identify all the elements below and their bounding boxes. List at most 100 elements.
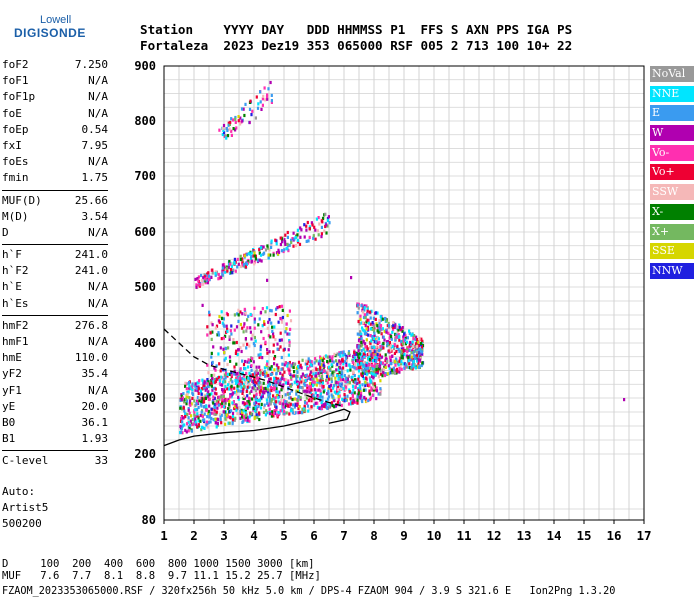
echo-point <box>379 379 382 383</box>
echo-point <box>234 381 238 385</box>
echo-point <box>277 411 280 415</box>
echo-point <box>291 374 294 378</box>
echo-point <box>315 217 318 221</box>
echo-point <box>260 246 263 250</box>
echo-point <box>246 342 249 346</box>
echo-point <box>405 363 408 367</box>
echo-point <box>200 404 203 408</box>
echo-point <box>269 377 272 381</box>
echo-point <box>370 363 373 368</box>
echo-point <box>263 387 266 391</box>
x-tick-label: 8 <box>370 528 378 543</box>
echo-point <box>358 380 361 384</box>
echo-point <box>192 392 195 396</box>
echo-point <box>258 365 261 369</box>
param-value: 25.66 <box>74 193 108 207</box>
echo-point <box>396 344 399 348</box>
echo-point <box>266 246 270 250</box>
echo-point <box>263 322 266 326</box>
param-row-hmf1: hmF1 N/A <box>2 335 108 351</box>
echo-point <box>306 387 309 391</box>
echo-point <box>261 356 264 360</box>
echo-point <box>391 344 394 349</box>
echo-point <box>327 389 330 393</box>
echo-point <box>212 345 215 349</box>
echo-point <box>280 394 283 398</box>
param-label: fmin <box>2 171 29 185</box>
echo-point <box>365 345 368 349</box>
echo-point <box>268 377 271 382</box>
echo-point <box>302 389 305 393</box>
echo-point <box>273 368 276 372</box>
echo-point <box>242 374 246 378</box>
echo-point <box>314 391 317 395</box>
echo-point <box>380 332 383 336</box>
y-tick-label: 700 <box>134 169 156 183</box>
echo-point <box>227 266 230 270</box>
param-row-md: M(D) 3.54 <box>2 210 108 226</box>
echo-point <box>274 396 277 400</box>
echo-point <box>304 362 307 366</box>
echo-point <box>226 329 229 333</box>
echo-point <box>217 400 220 404</box>
param-row-mufd: MUF(D) 25.66 <box>2 194 108 210</box>
echo-point <box>259 352 262 356</box>
param-label: M(D) <box>2 209 29 223</box>
param-label: foEp <box>2 122 29 136</box>
echo-point <box>318 359 321 363</box>
echo-point <box>284 330 287 334</box>
x-tick-label: 14 <box>546 528 561 543</box>
echo-point <box>259 345 262 349</box>
echo-point <box>231 271 234 275</box>
echo-point <box>373 353 376 358</box>
echo-point <box>229 120 232 125</box>
echo-point <box>350 400 353 404</box>
echo-point <box>308 235 311 239</box>
echo-point <box>206 274 209 278</box>
echo-point <box>255 381 258 385</box>
echo-point <box>294 235 297 240</box>
param-value: 1.93 <box>81 432 109 446</box>
echo-point <box>263 366 266 370</box>
echo-point <box>229 394 232 398</box>
echo-point <box>289 396 292 400</box>
echo-point <box>188 381 191 385</box>
echo-point <box>276 415 279 419</box>
echo-point <box>205 278 208 282</box>
echo-point <box>323 356 326 360</box>
echo-point <box>196 412 199 416</box>
echo-point <box>266 326 269 330</box>
echo-point <box>357 338 361 343</box>
echo-point <box>361 328 364 332</box>
echo-point <box>352 388 355 392</box>
echo-point <box>369 366 372 370</box>
echo-point <box>213 380 216 384</box>
echo-point <box>217 331 220 335</box>
echo-point <box>347 402 351 406</box>
echo-point <box>215 412 218 416</box>
echo-point <box>194 382 197 386</box>
echo-point <box>199 396 202 400</box>
echo-point <box>233 365 236 369</box>
echo-point <box>393 347 396 351</box>
echo-point <box>360 372 363 376</box>
param-value: 3.54 <box>81 209 109 223</box>
echo-point <box>235 362 238 366</box>
echo-point <box>406 336 409 340</box>
echo-point <box>244 404 247 408</box>
echo-point <box>321 384 324 388</box>
echo-point <box>254 116 257 120</box>
echo-point <box>238 376 241 380</box>
echo-point <box>284 400 287 404</box>
echo-point <box>295 377 298 381</box>
echo-point <box>290 377 293 381</box>
echo-point <box>305 228 308 232</box>
echo-point <box>294 403 297 407</box>
echo-point <box>223 131 226 135</box>
echo-point <box>215 425 218 429</box>
echo-point <box>366 307 369 311</box>
echo-point <box>223 402 226 406</box>
echo-point <box>304 393 307 397</box>
echo-point <box>187 429 190 433</box>
x-tick-label: 12 <box>486 528 501 543</box>
